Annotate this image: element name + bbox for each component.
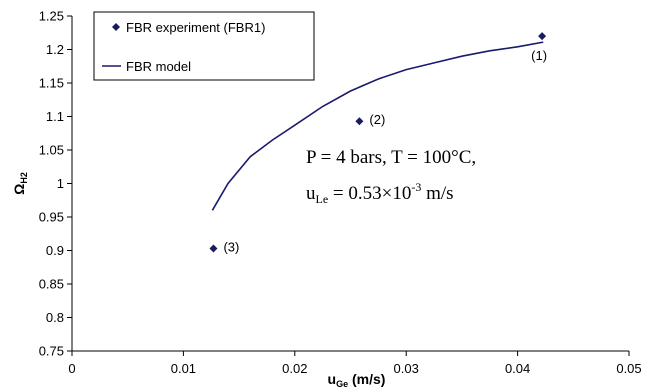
y-tick-label: 0.85 bbox=[39, 277, 64, 292]
data-point-label: (2) bbox=[369, 112, 385, 127]
y-tick-label: 1.1 bbox=[46, 109, 64, 124]
y-tick-label: 0.9 bbox=[46, 243, 64, 258]
y-axis-title: ΩH2 bbox=[11, 172, 29, 195]
x-tick-label: 0.04 bbox=[505, 361, 530, 376]
legend-entry-model: FBR model bbox=[126, 59, 191, 74]
legend-marker-diamond bbox=[112, 23, 120, 31]
y-tick-label: 0.95 bbox=[39, 210, 64, 225]
data-point-marker bbox=[355, 117, 364, 126]
y-tick-label: 1 bbox=[57, 176, 64, 191]
data-point-marker bbox=[538, 32, 547, 41]
data-point-marker bbox=[209, 244, 218, 253]
y-tick-label: 0.8 bbox=[46, 310, 64, 325]
legend: FBR experiment (FBR1) FBR model bbox=[93, 11, 315, 81]
data-point-label: (3) bbox=[223, 239, 239, 254]
x-tick-label: 0.02 bbox=[282, 361, 307, 376]
x-tick-label: 0.05 bbox=[616, 361, 641, 376]
y-tick-label: 1.05 bbox=[39, 143, 64, 158]
series-line-fbr-model bbox=[211, 41, 544, 211]
series-layer: (3) (2) (1) bbox=[209, 32, 547, 254]
legend-entry-experiment: FBR experiment (FBR1) bbox=[126, 20, 265, 35]
y-tick-label: 1.25 bbox=[39, 9, 64, 24]
y-axis-ticks: 0.75 0.8 0.85 0.9 0.95 1 1.05 1.1 1.15 1.2 1.25 bbox=[39, 9, 72, 359]
x-axis-ticks: 0 0.01 0.02 0.03 0.04 0.05 bbox=[68, 351, 642, 376]
condition-annotation-line1: P = 4 bars, T = 100°C, bbox=[306, 147, 476, 168]
x-axis-title: uGe (m/s) bbox=[328, 371, 386, 389]
x-tick-label: 0.03 bbox=[394, 361, 419, 376]
condition-annotation-line2: uLe = 0.53×10-3 m/s bbox=[306, 180, 454, 206]
x-tick-label: 0.01 bbox=[171, 361, 196, 376]
y-tick-label: 1.15 bbox=[39, 76, 64, 91]
data-point-label: (1) bbox=[531, 48, 547, 63]
x-tick-label: 0 bbox=[68, 361, 75, 376]
y-tick-label: 0.75 bbox=[39, 344, 64, 359]
legend-box bbox=[93, 11, 315, 81]
y-tick-label: 1.2 bbox=[46, 42, 64, 57]
